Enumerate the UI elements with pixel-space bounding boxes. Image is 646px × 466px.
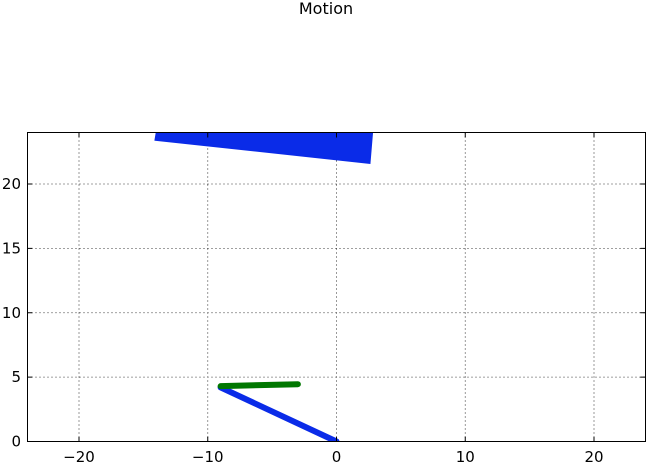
y-tick-label: 0 xyxy=(11,433,21,451)
y-tick-label: 20 xyxy=(2,175,21,193)
x-tick-label: −10 xyxy=(192,448,224,466)
grid xyxy=(27,132,646,442)
shape-line-1 xyxy=(217,384,340,442)
shape-line-2 xyxy=(217,381,301,390)
x-tick-label: −20 xyxy=(63,448,95,466)
y-tick-label: 10 xyxy=(2,304,21,322)
shape-polygon-0 xyxy=(154,132,374,164)
y-tick-labels: 0 5 10 15 20 xyxy=(2,175,21,451)
plot-frame xyxy=(27,132,646,442)
tick-marks xyxy=(27,132,646,442)
chart-shapes xyxy=(154,132,374,442)
x-tick-labels: −20 −10 0 10 20 xyxy=(63,448,603,466)
x-tick-label: 20 xyxy=(584,448,603,466)
y-tick-label: 15 xyxy=(2,239,21,257)
x-tick-label: 10 xyxy=(456,448,475,466)
y-tick-label: 5 xyxy=(11,368,21,386)
x-tick-label: 0 xyxy=(332,448,342,466)
chart-title: Motion xyxy=(299,0,353,18)
